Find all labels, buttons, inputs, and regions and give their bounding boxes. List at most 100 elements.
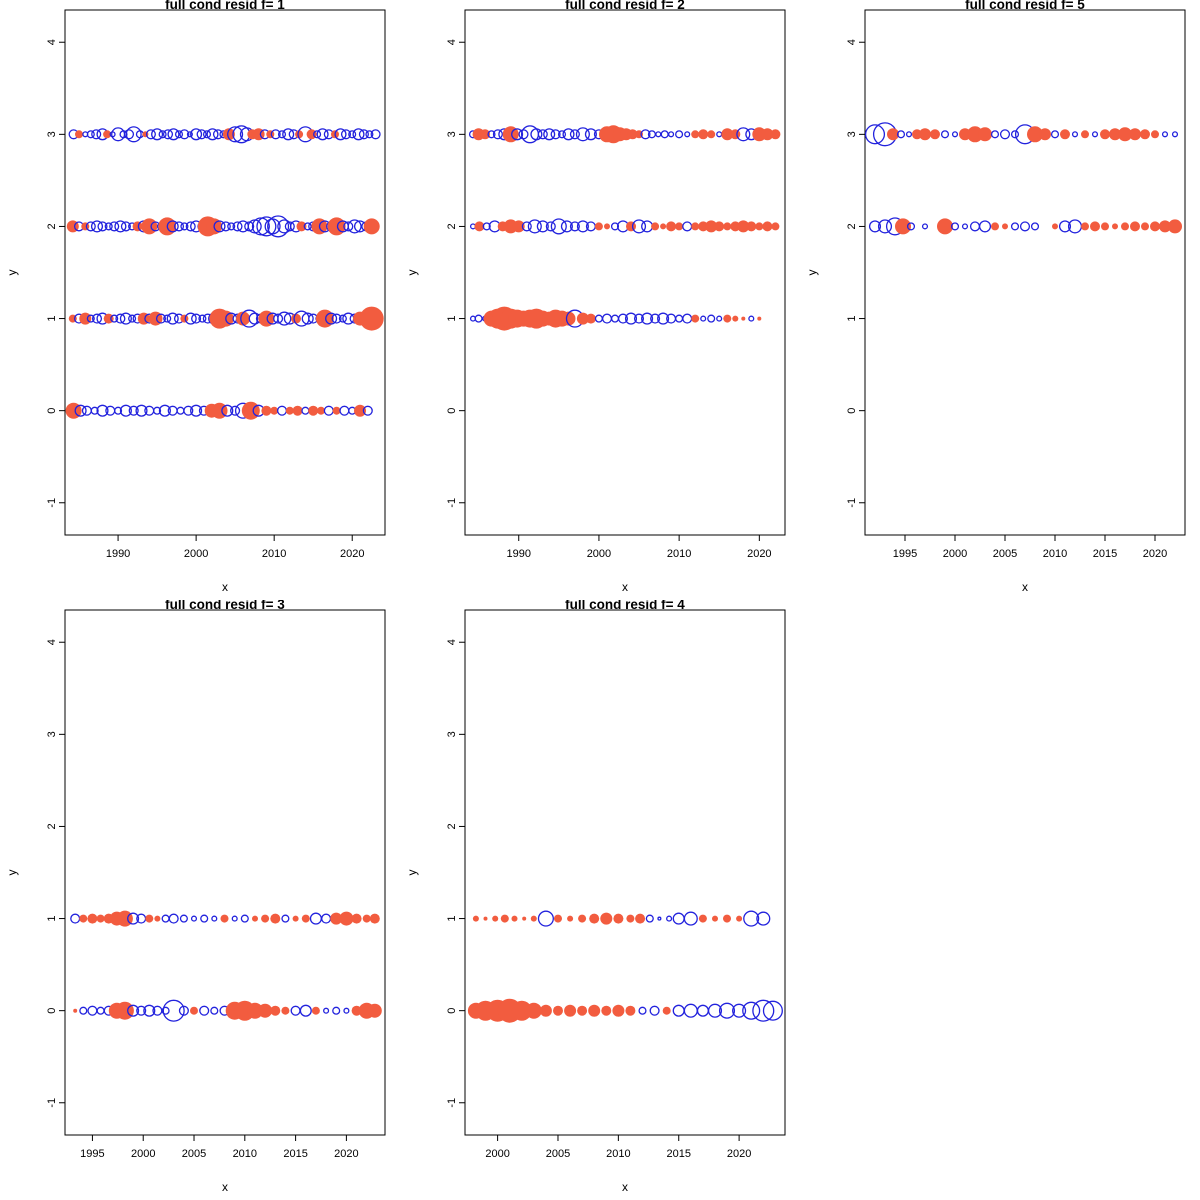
data-point-open	[657, 916, 662, 921]
y-tick-label: 2	[46, 223, 58, 229]
data-point-open	[905, 131, 913, 138]
data-point-open	[190, 128, 203, 141]
data-point-open	[167, 405, 178, 416]
data-point-open	[247, 219, 262, 234]
data-point-open	[474, 314, 483, 323]
data-point-filled	[270, 406, 279, 415]
data-point-open	[343, 1007, 350, 1014]
data-point-filled	[315, 309, 334, 328]
data-point-filled	[660, 223, 667, 230]
data-point-filled	[1060, 129, 1070, 140]
data-point-open	[716, 315, 723, 322]
y-tick-label: 1	[846, 315, 858, 321]
data-point-filled	[666, 221, 677, 232]
data-point-open	[668, 131, 675, 138]
data-point-filled	[369, 913, 380, 924]
x-axis-label: x	[222, 580, 228, 594]
data-point-filled	[588, 1004, 601, 1017]
data-point-filled	[103, 130, 112, 139]
data-point-filled	[762, 221, 773, 232]
data-point-open	[221, 404, 234, 417]
data-point-filled	[141, 218, 158, 235]
data-point-open	[277, 130, 287, 139]
data-point-filled	[691, 222, 700, 231]
panel-title: full cond resid f= 2	[565, 0, 685, 12]
data-point-open	[961, 223, 969, 230]
data-point-open	[921, 223, 929, 230]
data-point-open	[550, 129, 561, 140]
data-point-open	[951, 131, 959, 138]
chart-panel-f4: full cond resid f= 4 2000 2005 2010 2015 2020…	[400, 600, 800, 1200]
data-point-filled	[1140, 129, 1150, 140]
data-point-open	[550, 218, 567, 235]
data-point-open	[537, 129, 548, 140]
data-point-filled	[895, 218, 911, 235]
data-point-filled	[351, 1005, 362, 1016]
data-point-open	[183, 405, 194, 416]
data-point-open	[200, 914, 209, 923]
panel-svg: full cond resid f= 2 1990 2000 2010 2020 -1 0 1…	[405, 0, 786, 594]
data-point-filled	[511, 1000, 532, 1021]
data-point-open	[190, 915, 198, 922]
data-point-open	[173, 221, 185, 232]
data-point-open	[114, 406, 123, 415]
data-point-filled	[625, 1005, 636, 1016]
data-point-filled	[1081, 130, 1089, 139]
data-point-filled	[258, 1003, 273, 1018]
plot-box	[864, 9, 1186, 536]
data-point-filled	[771, 222, 780, 231]
y-tick-label: 0	[446, 1008, 458, 1014]
data-point-filled	[705, 220, 718, 233]
data-point-filled	[721, 128, 734, 141]
data-point-open	[96, 1006, 105, 1015]
data-point-open	[868, 220, 882, 233]
panel-title: full cond resid f= 3	[165, 600, 285, 612]
data-point-open	[334, 128, 347, 141]
data-point-filled	[1112, 223, 1118, 230]
panel-title: full cond resid f= 1	[165, 0, 285, 12]
data-point-open	[521, 221, 532, 232]
data-point-open	[896, 130, 906, 139]
data-point-open	[127, 912, 140, 925]
data-point-open	[655, 131, 662, 138]
data-point-open	[343, 221, 354, 232]
data-point-filled	[723, 222, 732, 231]
data-point-filled	[362, 914, 371, 923]
y-tick-label: -1	[846, 498, 858, 508]
data-point-open	[990, 130, 1000, 139]
data-point-filled	[937, 218, 953, 235]
data-point-filled	[626, 221, 636, 232]
plot-box	[464, 9, 786, 536]
data-point-open	[212, 129, 224, 140]
data-point-open	[166, 220, 179, 233]
data-point-filled	[137, 312, 150, 325]
data-point-open	[482, 222, 491, 231]
data-point-filled	[613, 913, 624, 924]
data-point-open	[718, 1002, 736, 1019]
data-point-open	[999, 129, 1011, 140]
data-point-open	[370, 129, 381, 140]
data-point-filled	[691, 314, 700, 323]
data-point-open	[313, 130, 322, 139]
y-tick-label: 1	[446, 315, 458, 321]
data-point-open	[950, 222, 960, 231]
data-point-open	[1071, 131, 1079, 138]
data-point-filled	[252, 915, 258, 922]
data-point-open	[575, 127, 590, 142]
data-point-filled	[295, 130, 304, 139]
data-point-open	[115, 313, 126, 324]
y-tick-label: 4	[46, 39, 58, 45]
data-point-open	[543, 128, 556, 141]
data-point-open	[267, 215, 290, 238]
data-point-filled	[912, 129, 922, 140]
data-point-open	[557, 130, 567, 139]
y-tick-label: 0	[46, 1008, 58, 1014]
data-point-open	[347, 219, 362, 234]
data-point-filled	[132, 221, 143, 232]
data-point-open	[240, 309, 259, 328]
data-point-open	[545, 221, 556, 232]
data-point-open	[145, 129, 156, 140]
chart-panel-f3: full cond resid f= 3 1995 2000 2005 2010 2015…	[0, 600, 400, 1200]
data-point-open	[560, 220, 573, 233]
